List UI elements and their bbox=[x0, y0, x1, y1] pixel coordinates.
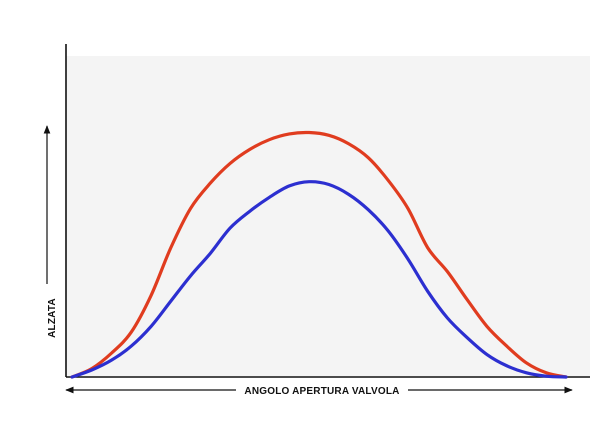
x-axis-label: ANGOLO APERTURA VALVOLA bbox=[244, 386, 399, 397]
plot-area-background bbox=[66, 56, 590, 376]
y-axis-label: ALZATA bbox=[47, 298, 58, 338]
series-line-1 bbox=[70, 130, 568, 379]
series-layer bbox=[70, 130, 568, 379]
series-line-2 bbox=[70, 180, 568, 379]
